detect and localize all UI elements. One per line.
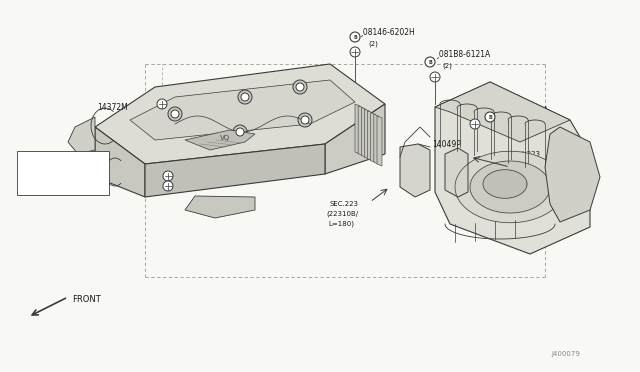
Text: ¸081B8-6121A: ¸081B8-6121A xyxy=(494,106,549,115)
Circle shape xyxy=(171,110,179,118)
Polygon shape xyxy=(364,109,369,159)
Text: J400079: J400079 xyxy=(551,351,580,357)
Circle shape xyxy=(241,93,249,101)
Text: (2): (2) xyxy=(368,41,378,47)
Text: 14049P: 14049P xyxy=(432,140,461,148)
Polygon shape xyxy=(130,80,355,140)
Circle shape xyxy=(236,128,244,136)
Circle shape xyxy=(425,57,435,67)
Polygon shape xyxy=(95,64,385,164)
Text: 14005MA: 14005MA xyxy=(22,154,58,163)
Text: 14041F: 14041F xyxy=(32,166,61,174)
Circle shape xyxy=(238,90,252,104)
Circle shape xyxy=(298,113,312,127)
Circle shape xyxy=(350,47,360,57)
Text: B: B xyxy=(353,35,357,39)
Text: ¸08146-6202H: ¸08146-6202H xyxy=(360,28,416,36)
Text: B: B xyxy=(428,60,432,64)
Polygon shape xyxy=(325,104,385,174)
Circle shape xyxy=(293,80,307,94)
Text: 14372M: 14372M xyxy=(97,103,128,112)
Text: L=180): L=180) xyxy=(328,221,354,227)
Text: VQ: VQ xyxy=(220,135,230,141)
Text: (2): (2) xyxy=(442,63,452,69)
Circle shape xyxy=(350,32,360,42)
Polygon shape xyxy=(358,106,363,156)
Polygon shape xyxy=(545,127,600,222)
Polygon shape xyxy=(377,116,382,166)
Circle shape xyxy=(163,181,173,191)
Polygon shape xyxy=(470,161,550,213)
Text: SEC.223: SEC.223 xyxy=(330,201,359,207)
Polygon shape xyxy=(455,151,565,223)
Polygon shape xyxy=(95,127,145,197)
Polygon shape xyxy=(435,82,570,142)
Polygon shape xyxy=(145,144,325,197)
Polygon shape xyxy=(483,170,527,198)
Polygon shape xyxy=(367,111,372,161)
Circle shape xyxy=(430,72,440,82)
Polygon shape xyxy=(362,108,366,157)
Text: FRONT: FRONT xyxy=(72,295,100,305)
Circle shape xyxy=(163,171,173,181)
Circle shape xyxy=(233,125,247,139)
Circle shape xyxy=(157,99,167,109)
Polygon shape xyxy=(400,144,430,197)
Text: B: B xyxy=(488,115,492,119)
Circle shape xyxy=(168,107,182,121)
Polygon shape xyxy=(371,113,376,163)
Text: L=250): L=250) xyxy=(512,173,538,179)
Text: SEC.223: SEC.223 xyxy=(512,151,541,157)
Polygon shape xyxy=(445,148,468,197)
Text: (2): (2) xyxy=(502,119,512,125)
FancyBboxPatch shape xyxy=(17,151,109,195)
Circle shape xyxy=(485,112,495,122)
Polygon shape xyxy=(374,114,379,164)
Circle shape xyxy=(470,119,480,129)
Polygon shape xyxy=(435,82,590,254)
Polygon shape xyxy=(68,162,95,192)
Polygon shape xyxy=(185,130,255,150)
Circle shape xyxy=(296,83,304,91)
Circle shape xyxy=(301,116,309,124)
Text: 14041E: 14041E xyxy=(32,177,61,186)
Polygon shape xyxy=(355,104,360,154)
Text: 14049PA: 14049PA xyxy=(494,163,527,171)
Polygon shape xyxy=(185,196,255,218)
Polygon shape xyxy=(68,117,95,154)
Text: (22310B/: (22310B/ xyxy=(510,162,542,168)
Text: (22310B/: (22310B/ xyxy=(326,211,358,217)
Text: ¸081B8-6121A: ¸081B8-6121A xyxy=(436,49,492,58)
